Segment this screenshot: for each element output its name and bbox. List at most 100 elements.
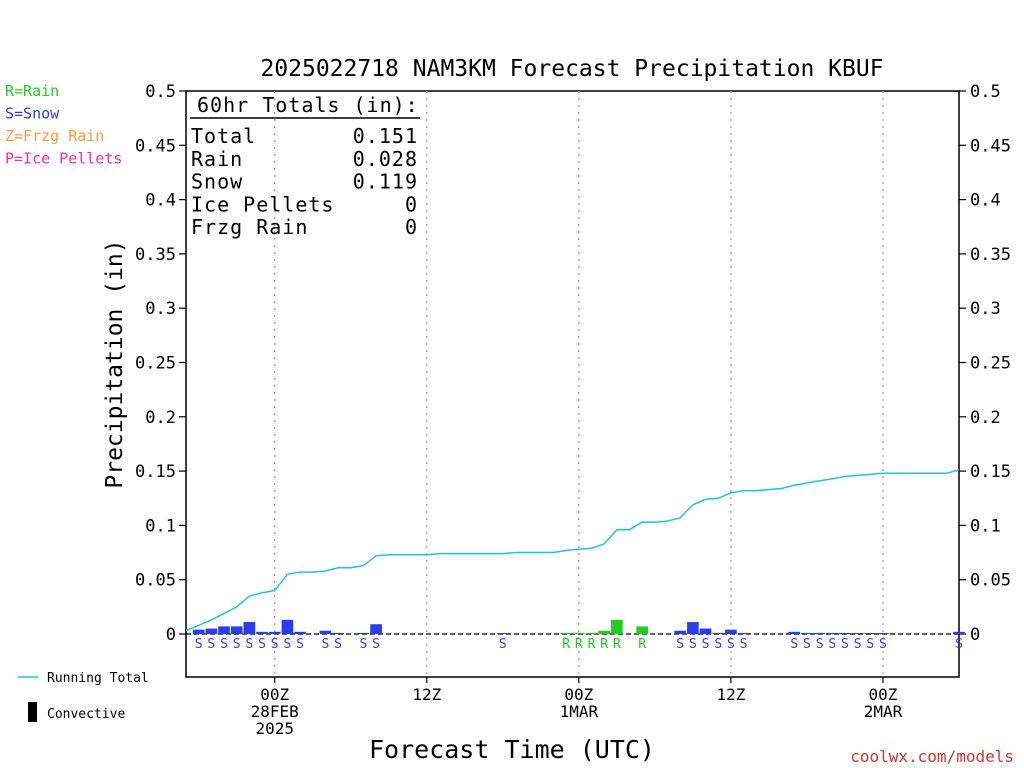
precip-bar [611,619,623,634]
totals-row-value: 0.151 [353,124,418,148]
precip-type-letter: S [790,637,798,652]
precip-type-letter: S [702,637,710,652]
totals-box: 60hr Totals (in): Total 0.151 Rain 0.028 Sno… [190,93,420,239]
totals-row-value: 0.028 [353,147,418,171]
plot-frame [185,90,960,678]
y-tick-label-right: 0.4 [970,191,1001,211]
precip-type-letter: S [955,637,963,652]
precip-bar [294,631,306,634]
y-tick-label-right: 0.2 [970,408,1001,428]
y-tick-label: 0.25 [135,354,176,374]
precip-type-letter: R [575,637,583,652]
precip-bar [573,632,585,634]
precip-type-letter: S [714,637,722,652]
precip-bar [560,633,572,634]
precip-type-letter: S [207,637,215,652]
totals-row-label: Rain [191,147,243,171]
precip-type-letter: S [854,637,862,652]
precip-bar [839,632,851,634]
precip-bar [319,630,332,634]
totals-row-label: Total [191,124,256,148]
precip-type-letter: R [613,637,621,652]
precip-bar [357,632,370,634]
y-tick-label: 0.45 [135,136,176,156]
precip-bar [725,629,737,634]
precip-bar [674,630,687,634]
precip-type-letter: S [283,637,291,652]
precip-bar [218,626,230,634]
precip-bar [699,628,712,634]
precip-bar [205,628,218,634]
chart-title: 2025022718 NAM3KM Forecast Precipitation… [260,56,883,82]
y-tick-label: 0.35 [135,245,176,265]
precip-bar [585,632,598,634]
precip-type-letter: S [816,637,824,652]
precip-bar [268,631,281,634]
precip-type-letter: R [562,637,570,652]
precip-type-letter: S [372,637,380,652]
precip-bar [851,633,864,634]
y-axis-right: 0 0.05 0.1 0.15 0.2 0.25 0.3 0.35 0.4 0.45 0.5 [959,82,1011,645]
x-tick-label: 00Z [869,685,898,704]
convective-swatch [28,702,37,722]
hourly-precip-bars [192,619,965,634]
precip-type-letter: S [740,637,748,652]
type-legend-item: Z=Frzg Rain [5,127,104,145]
precip-bar [788,631,801,634]
running-total-line [185,469,960,632]
totals-row-label: Snow [191,170,243,194]
x-tick-label: 2025 [255,719,294,738]
precip-type-letter: R [638,637,646,652]
y-tick-label-right: 0.1 [970,516,1001,536]
precip-bar [230,626,243,634]
precip-bar [813,632,826,634]
totals-row-value: 0 [405,192,418,216]
y-tick-label: 0.4 [145,191,176,211]
type-legend-item: P=Ice Pellets [5,150,122,168]
precip-bar [370,624,382,634]
precip-type-letter: S [879,637,887,652]
precip-bar [877,633,889,634]
precip-type-letter: S [676,637,684,652]
y-tick-label-right: 0.05 [970,571,1011,591]
precip-bar [826,632,839,634]
precip-bar [687,622,699,634]
x-tick-label: 1MAR [560,702,599,721]
precip-type-letter: S [220,637,228,652]
y-axis-label: Precipitation (in) [102,239,128,488]
precip-type-letter: S [727,637,735,652]
precip-bar [256,631,268,634]
precip-bar [496,633,509,634]
precip-bar [636,626,649,634]
precip-type-letter: S [841,637,849,652]
y-tick-label-right: 0.5 [970,82,1001,102]
precip-bar [243,622,256,634]
y-tick-label-right: 0.15 [970,462,1011,482]
precip-type-letter: S [258,637,266,652]
type-legend-item: R=Rain [5,82,59,100]
precip-bar [801,632,813,634]
y-tick-label-right: 0.3 [970,299,1001,319]
precip-type-letter: S [828,637,836,652]
totals-row-value: 0 [405,215,418,239]
y-tick-label-right: 0 [970,625,980,645]
y-tick-label: 0.5 [145,82,176,102]
totals-row-value: 0.119 [353,170,418,194]
precip-type-letter: R [588,637,596,652]
x-axis-label: Forecast Time (UTC) [369,735,655,764]
precip-type-letter: S [321,637,329,652]
y-tick-label: 0.05 [135,571,176,591]
y-tick-label: 0.3 [145,299,176,319]
precip-bar [737,632,750,634]
credit-text: coolwx.com/models [850,747,1014,766]
y-tick-label: 0.2 [145,408,176,428]
precip-type-letter: S [334,637,342,652]
type-legend-item: S=Snow [5,105,60,123]
series-legend: Running Total Convective [18,671,149,722]
precip-type-letter: S [271,637,279,652]
precip-type-letter: S [359,637,367,652]
totals-row-label: Frzg Rain [191,215,308,239]
x-tick-label: 00Z [260,685,289,704]
